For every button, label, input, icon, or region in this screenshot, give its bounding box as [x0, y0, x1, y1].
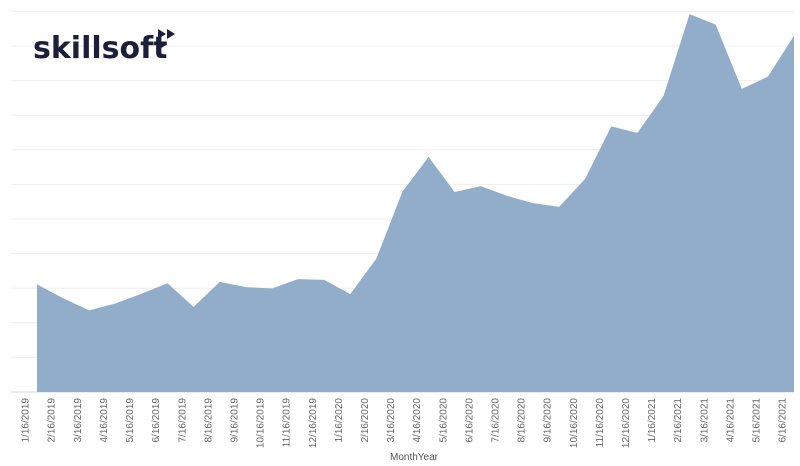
x-tick-label: 4/16/2019: [99, 398, 110, 443]
x-tick-label: 7/16/2019: [177, 398, 188, 443]
logo-text: skillsoft: [33, 31, 168, 66]
x-tick-label: 1/16/2019: [21, 398, 32, 443]
x-tick-label: 10/16/2019: [256, 398, 267, 448]
x-tick-label: 4/16/2021: [725, 398, 736, 443]
x-tick-label: 3/16/2019: [73, 398, 84, 443]
x-tick-label: 1/16/2020: [334, 398, 345, 443]
x-tick-label: 9/16/2020: [543, 398, 554, 443]
x-tick-label: 6/16/2021: [778, 398, 789, 443]
x-tick-label: 8/16/2020: [517, 398, 528, 443]
x-tick-label: 12/16/2019: [308, 398, 319, 448]
x-tick-label: 5/16/2021: [752, 398, 763, 443]
x-tick-label: 7/16/2020: [491, 398, 502, 443]
x-tick-label: 11/16/2019: [282, 398, 293, 448]
x-tick-label: 11/16/2020: [595, 398, 606, 448]
skillsoft-logo: skillsoft: [33, 29, 175, 66]
x-axis-ticks: 1/16/2019 2/16/2019 3/16/2019 4/16/2019 5/16…: [21, 398, 789, 448]
x-tick-label: 10/16/2020: [569, 398, 580, 448]
x-tick-label: 2/16/2020: [360, 398, 371, 443]
x-tick-label: 3/16/2021: [699, 398, 710, 443]
x-tick-label: 4/16/2020: [412, 398, 423, 443]
x-tick-label: 3/16/2020: [386, 398, 397, 443]
logo-play-arrows-icon: [158, 29, 175, 50]
x-tick-label: 1/16/2021: [647, 398, 658, 443]
x-tick-label: 8/16/2019: [203, 398, 214, 443]
x-tick-label: 5/16/2019: [125, 398, 136, 443]
area-series: [37, 14, 794, 393]
x-tick-label: 2/16/2021: [673, 398, 684, 443]
x-tick-label: 6/16/2020: [464, 398, 475, 443]
x-tick-label: 6/16/2019: [151, 398, 162, 443]
x-tick-label: 9/16/2019: [229, 398, 240, 443]
x-tick-label: 5/16/2020: [438, 398, 449, 443]
x-tick-label: 2/16/2019: [47, 398, 58, 443]
x-tick-label: 12/16/2020: [621, 398, 632, 448]
x-axis-label: MonthYear: [390, 452, 439, 463]
